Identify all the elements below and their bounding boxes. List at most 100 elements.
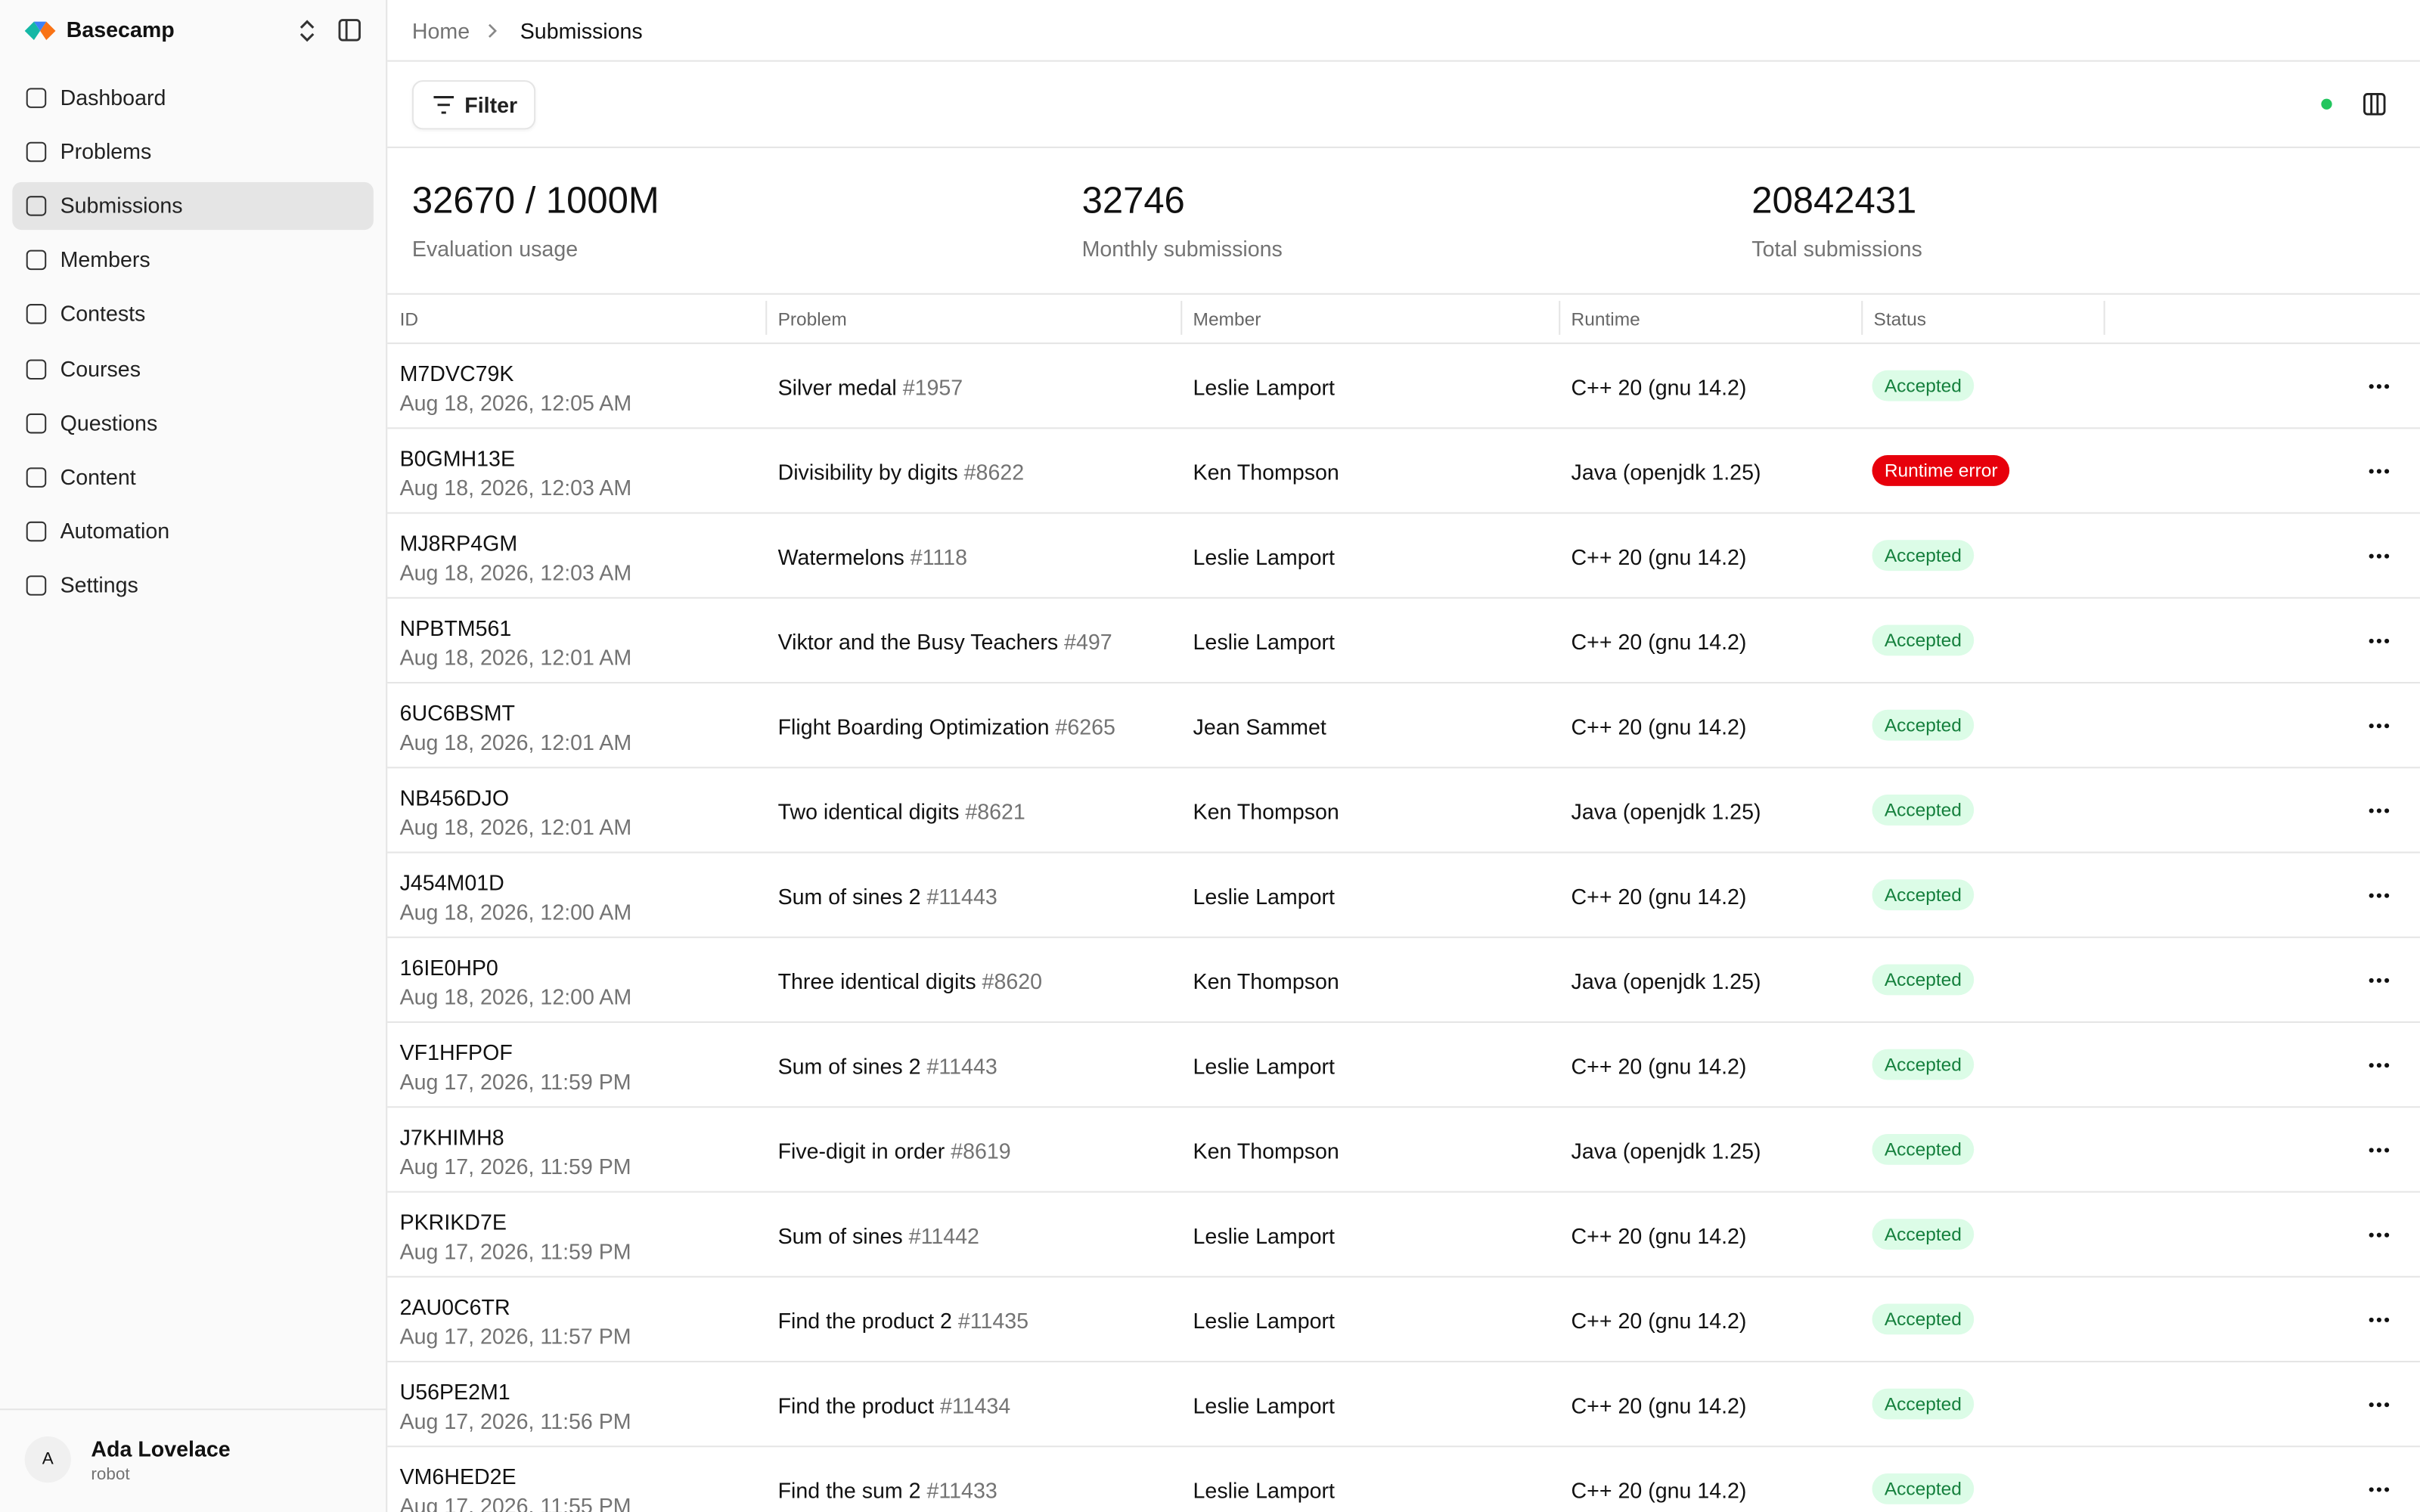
nav-item[interactable]: Content (12, 454, 374, 501)
problem[interactable]: Divisibility by digits #8622 (778, 460, 1025, 485)
dot (2384, 1402, 2389, 1408)
table-row[interactable]: VM6HED2E Aug 17, 2026, 11:55 PM Find the s… (387, 1447, 2420, 1512)
status-dot (2321, 98, 2332, 110)
problem[interactable]: Three identical digits #8620 (778, 969, 1042, 994)
nav-item[interactable]: Courses (12, 345, 374, 392)
table-row[interactable]: B0GMH13E Aug 18, 2026, 12:03 AM Divisibili… (387, 429, 2420, 514)
runtime: C++ 20 (gnu 14.2) (1571, 374, 1747, 400)
column-separator (1861, 300, 1863, 335)
avatar[interactable]: A (24, 1436, 71, 1483)
row-actions[interactable] (2368, 969, 2393, 991)
table-row[interactable]: VF1HFPOF Aug 17, 2026, 11:59 PM Sum of sin… (387, 1023, 2420, 1108)
row-actions[interactable] (2368, 1139, 2393, 1160)
switcher-icon[interactable] (296, 18, 318, 43)
table-row[interactable]: 2AU0C6TR Aug 17, 2026, 11:57 PM Find the p… (387, 1278, 2420, 1363)
nav-item[interactable]: Members (12, 237, 374, 284)
submission-id[interactable]: U56PE2M1 (399, 1379, 510, 1405)
submission-id[interactable]: NPBTM561 (399, 615, 512, 640)
table-row[interactable]: MJ8RP4GM Aug 18, 2026, 12:03 AM Watermelon… (387, 514, 2420, 599)
table-row[interactable]: 6UC6BSMT Aug 18, 2026, 12:01 AM Flight Boa… (387, 683, 2420, 769)
stats-divider (387, 293, 2420, 295)
nav-item[interactable]: Contests (12, 290, 374, 338)
sidebar-toggle[interactable] (338, 18, 361, 42)
problem[interactable]: Two identical digits #8621 (778, 799, 1025, 824)
filter-button[interactable]: Filter (411, 80, 536, 130)
table-row[interactable]: 16IE0HP0 Aug 18, 2026, 12:00 AM Three iden… (387, 938, 2420, 1024)
table-row[interactable]: J7KHIMH8 Aug 17, 2026, 11:59 PM Five-digit… (387, 1108, 2420, 1193)
problem[interactable]: Find the sum 2 #11433 (778, 1478, 997, 1503)
row-actions[interactable] (2368, 884, 2393, 906)
submission-id[interactable]: VF1HFPOF (399, 1040, 513, 1065)
problem-number: #1957 (902, 374, 963, 400)
submission-id[interactable]: M7DVC79K (399, 361, 514, 386)
nav-icon (26, 358, 47, 380)
row-actions[interactable] (2368, 799, 2393, 821)
toolbar-divider (387, 146, 2420, 148)
table-row[interactable]: U56PE2M1 Aug 17, 2026, 11:56 PM Find the p… (387, 1362, 2420, 1448)
column-header: Problem (777, 308, 847, 330)
submission-id[interactable]: B0GMH13E (399, 445, 516, 471)
table-row[interactable]: J454M01D Aug 18, 2026, 12:00 AM Sum of sin… (387, 854, 2420, 938)
nav-item[interactable]: Dashboard (12, 73, 374, 121)
nav-item[interactable]: Automation (12, 508, 374, 556)
row-actions[interactable] (2368, 1393, 2393, 1415)
problem[interactable]: Five-digit in order #8619 (778, 1139, 1011, 1163)
status-badge: Accepted (1872, 795, 1975, 826)
submission-id[interactable]: VM6HED2E (399, 1464, 517, 1489)
row-actions[interactable] (2368, 1478, 2393, 1500)
problem[interactable]: Sum of sines 2 #11443 (778, 1054, 997, 1079)
dot (2375, 808, 2381, 813)
dot (2384, 1063, 2389, 1068)
dot (2384, 469, 2389, 474)
problem[interactable]: Silver medal #1957 (778, 375, 963, 400)
submission-id[interactable]: 16IE0HP0 (399, 955, 498, 980)
row-actions[interactable] (2368, 460, 2393, 482)
nav-item[interactable]: Questions (12, 399, 374, 447)
member: Ken Thompson (1193, 799, 1339, 824)
row-actions[interactable] (2368, 544, 2393, 566)
nav-icon (26, 522, 47, 542)
submission-id[interactable]: 2AU0C6TR (399, 1294, 510, 1319)
problem-name: Viktor and the Busy Teachers (777, 629, 1059, 655)
row-actions[interactable] (2368, 630, 2393, 652)
table-row[interactable]: M7DVC79K Aug 18, 2026, 12:05 AM Silver med… (387, 344, 2420, 429)
submission-id[interactable]: NB456DJO (399, 785, 510, 810)
submission-id[interactable]: PKRIKD7E (399, 1209, 507, 1235)
table-row[interactable]: NPBTM561 Aug 18, 2026, 12:01 AM Viktor and… (387, 599, 2420, 684)
problem[interactable]: Flight Boarding Optimization #6265 (778, 714, 1115, 739)
problem[interactable]: Sum of sines 2 #11443 (778, 884, 997, 909)
problem-number: #8620 (982, 968, 1043, 994)
problem[interactable]: Watermelons #1118 (778, 544, 967, 569)
row-actions[interactable] (2368, 375, 2393, 397)
row-actions[interactable] (2368, 1309, 2393, 1331)
row-actions[interactable] (2368, 1223, 2393, 1245)
row-actions[interactable] (2368, 1054, 2393, 1076)
dot (2375, 1063, 2381, 1068)
submission-id[interactable]: J454M01D (399, 870, 504, 895)
table-row[interactable]: PKRIKD7E Aug 17, 2026, 11:59 PM Sum of sin… (387, 1193, 2420, 1278)
row-actions[interactable] (2368, 714, 2393, 736)
brand-logo (24, 21, 56, 41)
dot (2368, 1487, 2373, 1492)
status-badge: Accepted (1872, 964, 1975, 996)
user-name: Ada Lovelace (91, 1436, 231, 1461)
dot (2384, 1232, 2389, 1238)
nav-item[interactable]: Settings (12, 562, 374, 610)
table-row[interactable]: NB456DJO Aug 18, 2026, 12:01 AM Two identi… (387, 768, 2420, 854)
submission-id[interactable]: 6UC6BSMT (399, 700, 515, 726)
columns-button[interactable] (2363, 92, 2386, 116)
nav-item[interactable]: Problems (12, 128, 374, 175)
nav-label: Settings (60, 572, 138, 598)
problem[interactable]: Find the product #11434 (778, 1393, 1011, 1418)
breadcrumb-link[interactable]: Home (411, 18, 470, 44)
nav-item[interactable]: Submissions (12, 181, 374, 231)
problem[interactable]: Sum of sines #11442 (778, 1223, 979, 1248)
problem[interactable]: Find the product 2 #11435 (778, 1309, 1029, 1334)
header-divider (387, 60, 2420, 62)
stat-value: 32746 (1081, 180, 1185, 222)
submission-id[interactable]: J7KHIMH8 (399, 1124, 504, 1150)
submission-id[interactable]: MJ8RP4GM (399, 531, 518, 556)
member: Ken Thompson (1193, 460, 1339, 485)
runtime: C++ 20 (gnu 14.2) (1571, 629, 1747, 655)
problem[interactable]: Viktor and the Busy Teachers #497 (778, 630, 1112, 655)
